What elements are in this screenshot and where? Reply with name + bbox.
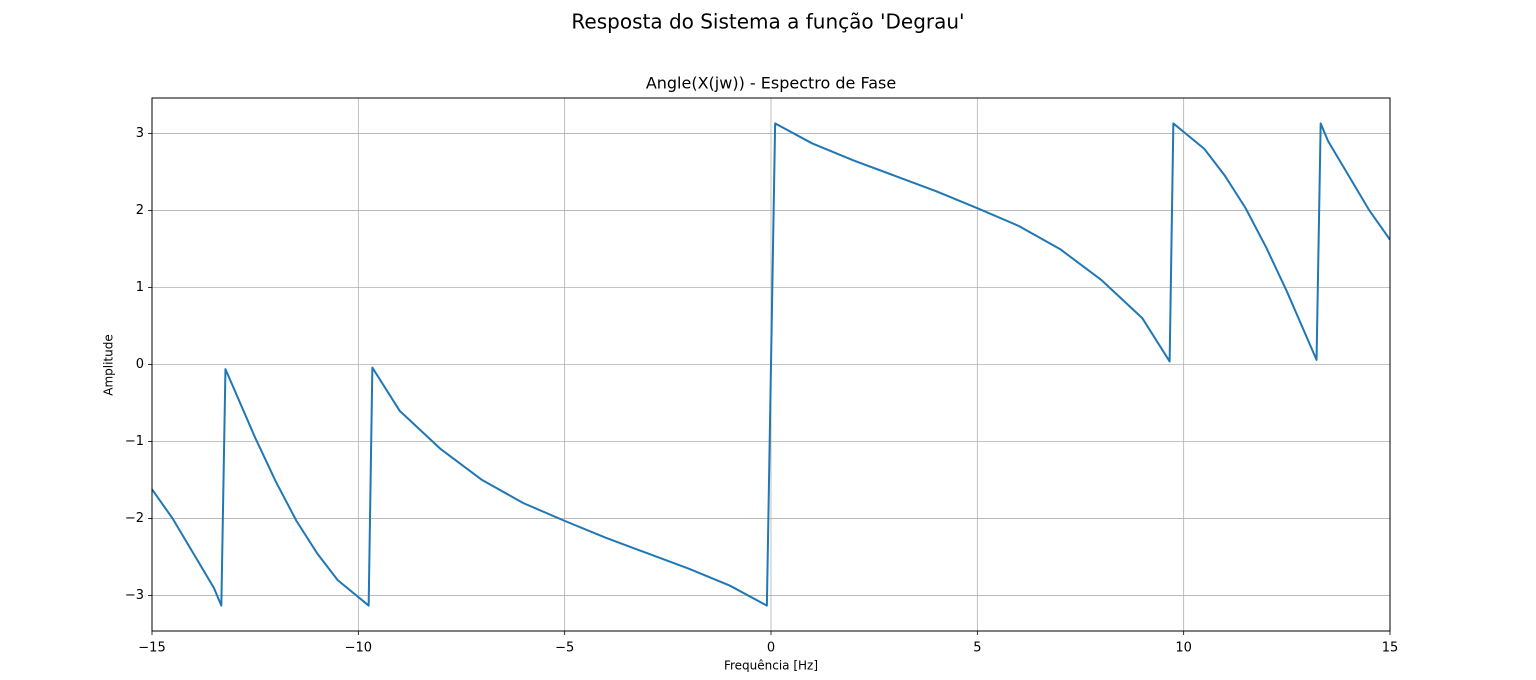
y-tick-label: 0 [136,357,144,372]
x-tick-label: 15 [1382,641,1399,656]
y-tick-label: −3 [125,588,144,603]
y-tick-label: 2 [136,203,144,218]
y-tick-label: 1 [136,280,144,295]
chart-title: Angle(X(jw)) - Espectro de Fase [646,74,896,93]
x-tick-label: −15 [138,641,165,656]
x-tick-label: 10 [1175,641,1192,656]
x-tick-label: 5 [973,641,981,656]
y-axis-label: Amplitude [102,334,116,396]
x-tick-label: −10 [345,641,372,656]
y-tick-label: −2 [125,511,144,526]
y-tick-label: 3 [136,126,144,141]
plot-frame [151,97,1391,632]
data-line [151,122,1391,607]
figure-title: Resposta do Sistema a função 'Degrau' [571,10,964,34]
x-tick-label: 0 [767,641,775,656]
x-axis-label: Frequência [Hz] [724,659,818,673]
y-tick-label: −1 [125,434,144,449]
x-tick-label: −5 [555,641,574,656]
